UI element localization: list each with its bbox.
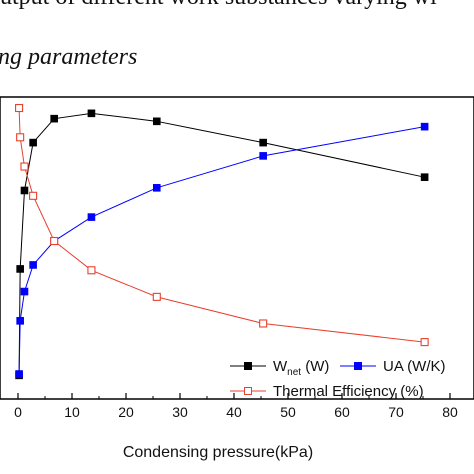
data-point <box>87 266 96 275</box>
x-tick-label: 70 <box>388 404 404 420</box>
data-point <box>29 138 37 147</box>
legend-label: Thermal Efficiency (%) <box>273 383 424 400</box>
data-point <box>20 162 29 171</box>
data-point <box>50 114 58 123</box>
data-point <box>259 319 268 328</box>
data-point <box>50 236 59 246</box>
x-tick-label: 10 <box>64 404 80 420</box>
data-point <box>87 109 96 118</box>
data-point <box>87 213 96 221</box>
data-point <box>16 265 24 273</box>
legend-label: UA (W/K) <box>383 358 446 375</box>
x-tick-label: 20 <box>118 404 134 420</box>
x-axis-title: Condensing pressure(kPa) <box>123 444 313 461</box>
series-0 <box>15 109 429 380</box>
data-point <box>20 186 29 195</box>
data-point <box>15 103 24 113</box>
data-point <box>420 122 429 131</box>
data-point <box>152 292 161 301</box>
figure-caption-line1: utput of different work substances varyi… <box>0 0 437 11</box>
figure-caption-line2: ng parameters <box>0 44 138 70</box>
x-tick-label: 80 <box>442 404 458 420</box>
x-tick-label: 40 <box>226 404 242 420</box>
data-point <box>259 152 267 160</box>
series-line <box>18 112 425 376</box>
data-point <box>20 287 29 296</box>
data-point <box>152 184 161 192</box>
x-tick-label: 50 <box>280 404 296 420</box>
legend-marker <box>244 362 252 370</box>
series-1 <box>15 122 429 378</box>
legend-item-1: UA (W/K) <box>340 358 446 375</box>
series-layer <box>15 103 429 380</box>
data-point <box>420 173 429 181</box>
plot-frame <box>0 96 474 400</box>
legend: Wnet (W) UA (W/K) Thermal Efficiency (%) <box>230 358 446 400</box>
legend-item-2: Thermal Efficiency (%) <box>230 383 424 400</box>
x-tick-label: 30 <box>172 404 188 420</box>
x-tick-label: 0 <box>14 404 22 420</box>
data-point <box>259 138 267 147</box>
data-point <box>152 117 161 126</box>
data-point <box>15 370 23 378</box>
legend-item-0: Wnet (W) <box>230 358 329 378</box>
data-point <box>420 338 429 347</box>
x-tick-label: 60 <box>334 404 350 420</box>
legend-label: Wnet (W) <box>273 358 329 378</box>
data-point <box>16 317 24 325</box>
data-point <box>16 133 25 142</box>
series-2 <box>15 103 429 347</box>
legend-marker <box>244 387 252 395</box>
axis-ticks: 0 10 20 30 40 50 60 70 80 <box>14 393 458 420</box>
data-point <box>29 261 37 269</box>
legend-marker <box>354 362 362 370</box>
data-point <box>29 191 38 200</box>
